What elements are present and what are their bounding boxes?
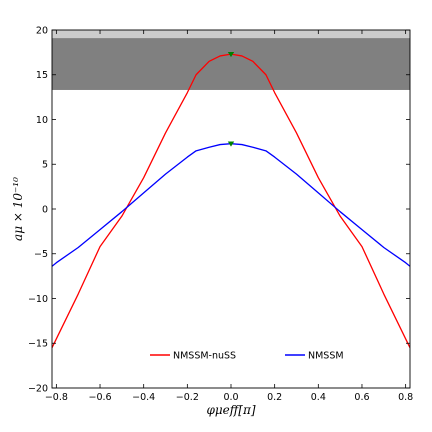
triangle-marker — [227, 51, 235, 58]
x-tick-label: 0.8 — [398, 392, 413, 403]
x-tick-label: −0.6 — [88, 392, 111, 403]
x-tick-label: 0.6 — [354, 392, 369, 403]
y-tick-label: 20 — [36, 25, 48, 36]
shaded-band-2 — [52, 30, 410, 39]
y-tick-label: −15 — [28, 339, 48, 350]
ticks-layer: −0.8 −0.6 −0.4 −0.2 0.0 0.2 0.4 0.6 0.8 −20 −15 −10… — [28, 25, 413, 403]
series-layer — [52, 53, 410, 349]
y-tick-label: −20 — [28, 383, 48, 394]
x-tick-label: −0.2 — [176, 392, 199, 403]
y-tick-label: 5 — [42, 160, 48, 171]
markers-layer — [227, 51, 235, 147]
y-tick-label: −10 — [28, 294, 48, 305]
triangle-marker — [227, 141, 235, 147]
x-tick-label: −0.8 — [45, 392, 68, 403]
y-tick-label: 15 — [36, 70, 48, 81]
x-tick-label: 0.0 — [223, 392, 238, 403]
y-tick-label: −5 — [34, 249, 48, 260]
x-tick-label: −0.4 — [132, 392, 155, 403]
legend-label-2: NMSSM — [308, 350, 344, 361]
series-line-1 — [52, 53, 410, 349]
y-axis-label: aμ × 10⁻¹⁰ — [11, 177, 25, 241]
y-tick-label: 10 — [36, 115, 48, 126]
legend-label-1: NMSSM-nuSS — [173, 350, 236, 361]
shaded-band-1 — [52, 38, 410, 90]
y-tick-label: 0 — [42, 204, 48, 215]
x-tick-label: 0.4 — [311, 392, 326, 403]
x-tick-label: 0.2 — [267, 392, 282, 403]
series-line-2 — [52, 143, 410, 267]
bands-layer — [52, 30, 410, 90]
legend: NMSSM-nuSS NMSSM — [150, 350, 344, 361]
x-axis-label: φμeff[π] — [206, 403, 255, 417]
